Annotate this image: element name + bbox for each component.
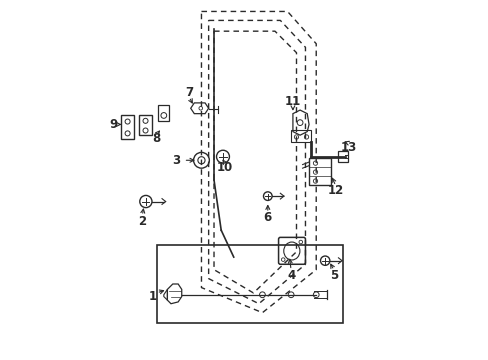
Bar [308,158,330,185]
Text: 13: 13 [340,141,356,154]
Text: 8: 8 [152,132,161,145]
Text: 12: 12 [327,184,344,197]
Text: 1: 1 [149,290,157,303]
Text: 4: 4 [286,269,295,282]
Text: 9: 9 [109,118,118,131]
Bar [156,244,343,323]
Text: 5: 5 [329,269,338,282]
Text: 2: 2 [138,215,146,228]
Bar [139,116,152,135]
Text: 11: 11 [284,95,301,108]
Bar [121,116,134,139]
Text: 10: 10 [216,161,232,174]
Text: 7: 7 [184,86,193,99]
Text: 3: 3 [172,154,180,167]
Text: 6: 6 [263,211,271,224]
Bar [290,130,310,142]
Bar [337,151,347,162]
Bar [158,105,169,121]
